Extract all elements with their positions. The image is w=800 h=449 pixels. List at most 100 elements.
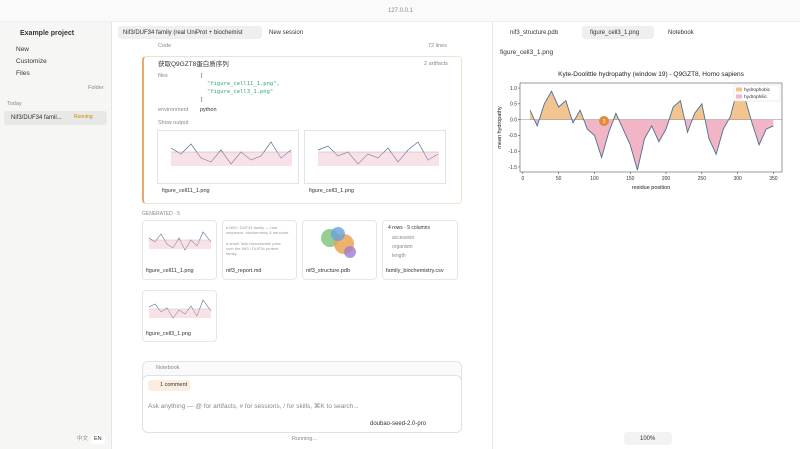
sidebar <box>0 22 112 449</box>
field-label: environment <box>158 107 189 113</box>
comment-pill[interactable] <box>148 380 190 391</box>
legend-box <box>733 84 781 102</box>
report-preview: # Nif3 / DUF34 family — real sequence, bi… <box>226 225 288 256</box>
y-tick-label: -1.0 <box>508 149 517 155</box>
divider <box>492 22 493 449</box>
artifact-count: 2 artifacts <box>424 61 448 67</box>
code-line: [ <box>200 73 204 79</box>
input-box[interactable] <box>142 375 462 433</box>
output-name[interactable]: figure_cell3_1.png <box>309 188 354 194</box>
artifact-card[interactable] <box>222 220 297 280</box>
csv-column: accession <box>392 235 415 241</box>
legend-swatch <box>736 94 742 99</box>
x-tick-label: 200 <box>662 176 671 182</box>
thumbnail[interactable] <box>304 130 446 184</box>
field-value: python <box>200 107 217 113</box>
artifact-thumbnail <box>148 231 212 251</box>
artifact-name[interactable]: nif3_report.md <box>226 268 262 274</box>
artifact-name[interactable]: family_biochemistry.csv <box>386 268 444 274</box>
y-tick-label: 1.0 <box>510 86 517 92</box>
thumbnail[interactable] <box>157 130 299 184</box>
comment-marker <box>599 116 609 126</box>
preview-tab[interactable]: Notebook <box>668 30 694 36</box>
y-tick-label: 0.5 <box>510 102 517 108</box>
menu-item[interactable]: New <box>16 46 30 53</box>
artifact-card[interactable] <box>142 220 217 280</box>
preview-line: over the Nif3 / DUF34 protein <box>226 245 279 251</box>
tab[interactable]: Nif3/DUF34 family (real UniProt + bioche… <box>123 30 243 36</box>
x-tick-label: 50 <box>556 176 562 182</box>
artifact-thumbnail <box>148 299 212 319</box>
show-output[interactable]: Show output <box>158 120 189 126</box>
output-name[interactable]: figure_cell11_1.png <box>162 188 210 194</box>
preview-tab[interactable]: nif3_structure.pdb <box>510 30 559 36</box>
artifact-card[interactable] <box>302 220 377 280</box>
plot-frame <box>519 82 783 173</box>
artifact-card[interactable] <box>382 220 458 280</box>
project-name[interactable]: Example project <box>20 30 75 37</box>
area-hydrophobic <box>530 88 774 120</box>
model-select[interactable]: doubao-seed-2.0-pro <box>370 421 427 427</box>
artifact-name[interactable]: nif3_structure.pdb <box>306 268 351 274</box>
preview-line: family. <box>226 250 238 256</box>
session-title[interactable]: Nif3/DUF34 famil... <box>11 115 62 121</box>
csv-column: organism <box>392 244 413 250</box>
language[interactable]: EN <box>94 436 102 442</box>
section-label: Today <box>7 101 22 107</box>
artifact-name[interactable]: figure_cell3_1.png <box>146 331 191 337</box>
preview-line: sequence, biochemistry & structure <box>226 230 289 236</box>
browser-bar <box>0 0 800 22</box>
notebook-label[interactable]: Notebook <box>156 365 180 371</box>
session-item[interactable] <box>4 111 107 125</box>
preview-line: # Nif3 / DUF34 family — real <box>226 225 277 230</box>
menu-item[interactable]: Customize <box>16 58 47 65</box>
url[interactable]: 127.0.0.1 <box>388 8 414 14</box>
code-line: "figure_cell11_1.png", <box>207 81 280 87</box>
language-active[interactable] <box>91 434 105 444</box>
x-tick-label: 350 <box>769 176 778 182</box>
menu-item[interactable]: Files <box>16 70 30 77</box>
code-lines: 72 lines <box>428 43 447 49</box>
y-tick-label: 0.0 <box>510 117 517 123</box>
generated-label: GENERATED · 5 <box>142 211 180 217</box>
chart: Kyte-Doolittle hydropathy (window 19) - … <box>497 71 783 191</box>
csv-column: length <box>392 253 406 259</box>
x-tick-label: 150 <box>626 176 635 182</box>
zoom-level[interactable]: 100% <box>640 436 656 442</box>
code-line: "figure_cell3_1.png" <box>207 89 274 95</box>
language[interactable]: 中文 <box>77 436 89 442</box>
zoom-bar <box>624 432 672 445</box>
field-label: files <box>158 73 168 79</box>
artifact-name[interactable]: figure_cell11_1.png <box>146 268 194 274</box>
preview-line: # small, fully reproducible pass <box>226 240 281 246</box>
run-status: Running... <box>292 436 318 442</box>
tab[interactable]: New session <box>269 30 304 36</box>
x-tick-label: 0 <box>521 176 524 182</box>
tab-active[interactable] <box>118 26 262 39</box>
preview-tab-active[interactable] <box>582 26 654 39</box>
legend-swatch <box>736 87 742 92</box>
preview-file: figure_cell3_1.png <box>500 49 554 56</box>
comment-count[interactable]: 1 comment <box>160 382 188 388</box>
y-tick-label: -1.5 <box>508 165 517 171</box>
legend-label: hydrophobic <box>744 87 771 93</box>
comment-marker-label: 3 <box>602 119 605 125</box>
step-title[interactable]: 获取Q9GZT8蛋白质序列 <box>158 61 229 68</box>
y-tick-label: -0.5 <box>508 133 517 139</box>
x-tick-label: 250 <box>698 176 707 182</box>
input-placeholder[interactable]: Ask anything — @ for artifacts, # for se… <box>148 403 359 410</box>
x-axis-label: residue position <box>632 185 671 191</box>
folder-button[interactable]: Folder <box>88 85 104 91</box>
chart-title: Kyte-Doolittle hydropathy (window 19) - … <box>558 71 744 78</box>
session-status: Running <box>74 114 93 120</box>
step-card <box>142 56 462 204</box>
protein-structure <box>321 227 356 258</box>
artifact-card[interactable] <box>142 290 217 342</box>
x-tick-label: 100 <box>590 176 599 182</box>
preview-tab[interactable]: figure_cell3_1.png <box>590 30 640 36</box>
data-line <box>529 87 774 171</box>
csv-summary: 4 rows · 9 columns <box>388 225 430 231</box>
legend-label: hydrophilic <box>744 94 768 100</box>
code-label[interactable]: Code <box>158 43 172 49</box>
